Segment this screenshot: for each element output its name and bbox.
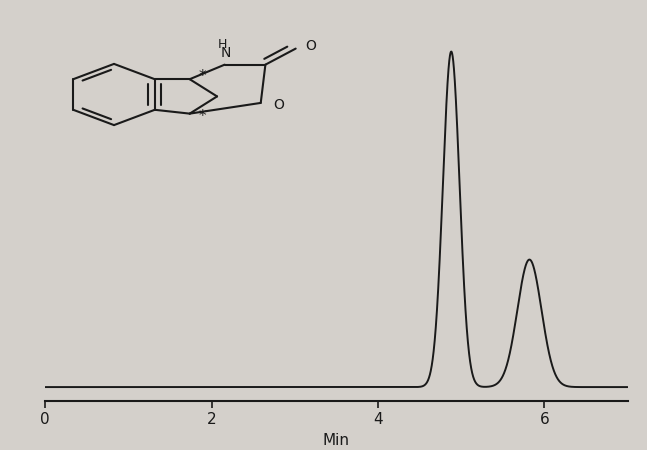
Text: *: *: [199, 69, 206, 84]
Text: H: H: [217, 38, 227, 51]
Text: N: N: [221, 46, 231, 60]
Text: *: *: [199, 109, 206, 124]
Text: O: O: [305, 39, 316, 53]
Text: O: O: [273, 98, 283, 112]
X-axis label: Min: Min: [323, 433, 350, 448]
